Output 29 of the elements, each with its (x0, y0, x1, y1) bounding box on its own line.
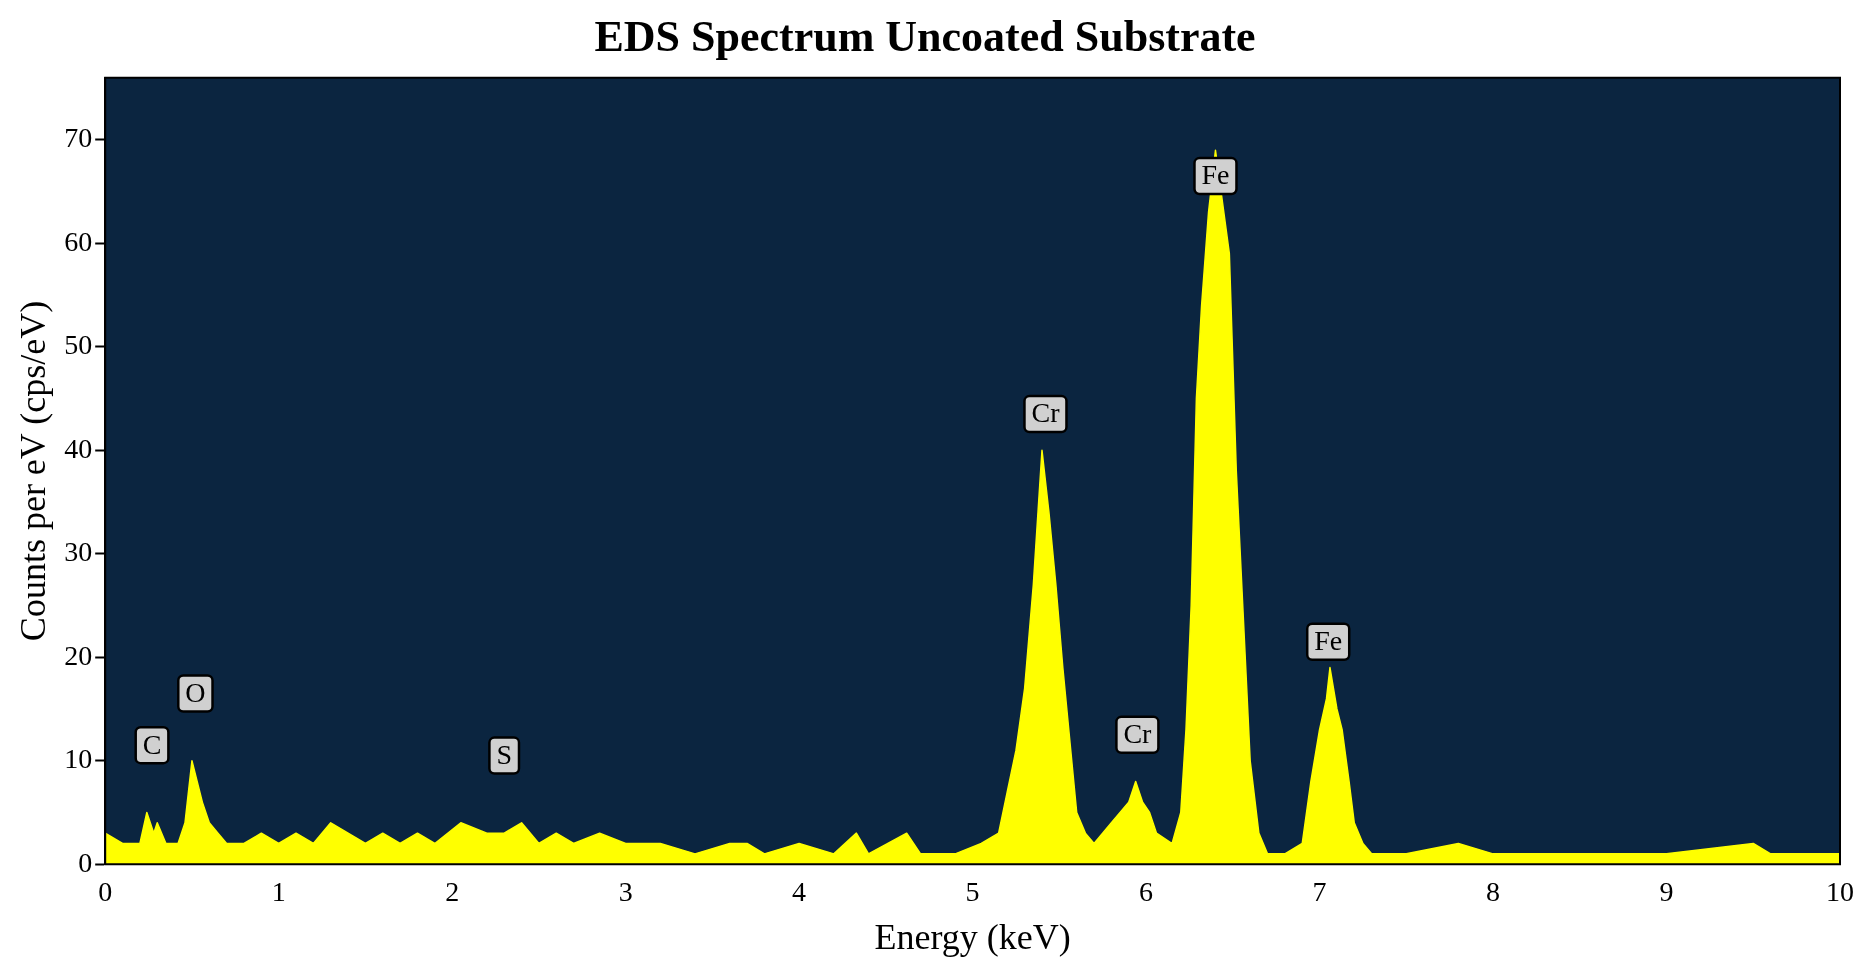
annotation: Cr (1123, 718, 1153, 750)
y-tick-label: 60 (64, 225, 93, 257)
annotation: C (142, 728, 162, 760)
x-tick-label: 8 (1486, 876, 1501, 908)
annotation: Fe (1201, 159, 1230, 191)
y-tick-label: 30 (64, 536, 93, 568)
y-tick-label: 0 (78, 846, 93, 878)
y-tick-label: 40 (64, 432, 93, 464)
y-axis-title: Counts per eV (cps/eV) (13, 300, 54, 642)
y-tick-label: 70 (64, 122, 93, 154)
y-tick-label: 10 (64, 743, 93, 775)
x-tick-label: 9 (1659, 876, 1674, 908)
x-tick-label: 6 (1139, 876, 1154, 908)
annotation: O (185, 676, 206, 708)
x-tick-label: 1 (271, 876, 286, 908)
chart-title: EDS Spectrum Uncoated Substrate (594, 11, 1256, 61)
x-tick-label: 7 (1312, 876, 1327, 908)
x-tick-label: 4 (792, 876, 807, 908)
x-tick-label: 2 (445, 876, 460, 908)
x-tick-label: 3 (618, 876, 633, 908)
annotation: S (496, 738, 512, 770)
annotation: Fe (1314, 625, 1343, 657)
x-tick-label: 5 (965, 876, 980, 908)
x-axis-title: Energy (keV) (874, 916, 1071, 957)
x-tick-label: 10 (1826, 876, 1854, 908)
y-tick-label: 20 (64, 639, 93, 671)
x-tick-label: 0 (98, 876, 113, 908)
y-tick-label: 50 (64, 329, 93, 361)
annotation: Cr (1031, 397, 1061, 429)
